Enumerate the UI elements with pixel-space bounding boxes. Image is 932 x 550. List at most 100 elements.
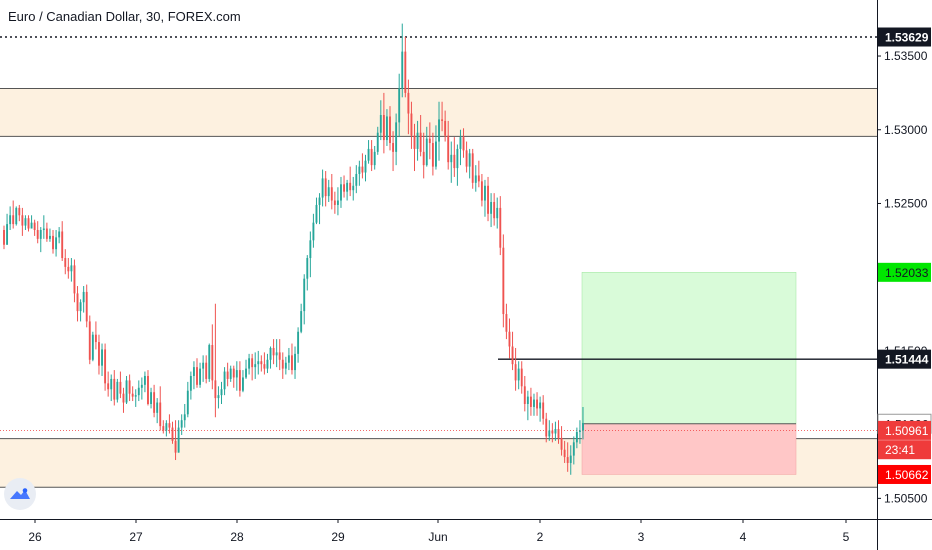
candle-body bbox=[79, 302, 82, 312]
candle-body bbox=[168, 423, 171, 428]
candle-body bbox=[315, 204, 318, 223]
candle-body bbox=[183, 414, 186, 421]
x-tick-label: Jun bbox=[428, 530, 447, 544]
price-label-text: 1.51444 bbox=[885, 353, 929, 367]
candle-body bbox=[572, 442, 575, 456]
candle-body bbox=[55, 237, 58, 250]
candle-body bbox=[232, 368, 235, 378]
candle-body bbox=[76, 293, 79, 312]
candle-body bbox=[404, 51, 407, 93]
labels-layer: 1.536291.520331.514441.510061.5096123:41… bbox=[877, 27, 932, 484]
x-tick-label: 26 bbox=[28, 530, 42, 544]
candle-body bbox=[12, 215, 15, 225]
candle-body bbox=[441, 119, 444, 121]
candle-body bbox=[67, 266, 70, 272]
candle-body bbox=[496, 207, 499, 219]
candle-body bbox=[318, 197, 321, 205]
candle-body bbox=[272, 347, 275, 356]
candle-body bbox=[6, 224, 9, 245]
candle-body bbox=[61, 231, 64, 259]
candle-body bbox=[560, 437, 563, 450]
x-tick-label: 2 bbox=[537, 530, 544, 544]
candle-body bbox=[526, 396, 529, 404]
candle-body bbox=[101, 349, 103, 366]
candle-body bbox=[505, 314, 508, 332]
candle-body bbox=[413, 135, 416, 149]
x-tick-label: 28 bbox=[230, 530, 244, 544]
candle-body bbox=[171, 427, 174, 441]
candle-body bbox=[480, 181, 483, 201]
candle-body bbox=[107, 383, 110, 390]
candle-body bbox=[462, 137, 465, 151]
candle-body bbox=[401, 51, 404, 89]
candle-body bbox=[58, 231, 61, 238]
candle-body bbox=[284, 362, 287, 369]
candle-body bbox=[545, 418, 548, 437]
candle-body bbox=[563, 449, 566, 458]
candle-body bbox=[177, 427, 180, 453]
price-label-target bbox=[878, 262, 931, 282]
price-label-text: 1.50961 bbox=[885, 424, 929, 438]
candle-body bbox=[128, 380, 131, 394]
candle-body bbox=[226, 371, 229, 379]
price-label-horizontal-line bbox=[878, 349, 931, 369]
candle-body bbox=[220, 389, 223, 396]
candle-body bbox=[94, 334, 97, 343]
candle-body bbox=[134, 395, 137, 397]
price-label-current-price bbox=[878, 420, 931, 440]
candle-body bbox=[196, 367, 198, 385]
candle-body bbox=[214, 380, 217, 399]
candle-body bbox=[199, 368, 202, 385]
candle-body bbox=[376, 132, 379, 152]
candle-body bbox=[266, 359, 269, 369]
candle-body bbox=[248, 358, 251, 369]
candle-body bbox=[82, 291, 85, 303]
candle-body bbox=[223, 371, 226, 390]
candle-body bbox=[291, 355, 293, 371]
candles-layer bbox=[3, 23, 584, 475]
candle-body bbox=[575, 432, 578, 443]
candle-body bbox=[174, 440, 177, 453]
candle-body bbox=[275, 352, 278, 356]
candle-body bbox=[379, 115, 382, 133]
y-tick-label: 1.53500 bbox=[884, 49, 928, 63]
candle-body bbox=[364, 160, 367, 173]
candle-body bbox=[542, 402, 545, 419]
candle-body bbox=[211, 345, 214, 381]
candle-body bbox=[557, 429, 560, 438]
lines-layer bbox=[0, 36, 877, 431]
tradingview-logo-icon[interactable] bbox=[4, 478, 36, 510]
candle-body bbox=[484, 185, 486, 201]
candle-body bbox=[269, 347, 272, 360]
candle-body bbox=[91, 334, 94, 360]
candle-body bbox=[156, 402, 159, 413]
price-label-text: 1.53629 bbox=[885, 31, 929, 45]
y-tick-label: 1.53000 bbox=[884, 123, 928, 137]
candle-body bbox=[30, 222, 33, 229]
candle-body bbox=[263, 364, 266, 369]
candle-body bbox=[385, 116, 388, 141]
price-label-stop bbox=[878, 464, 931, 484]
candle-body bbox=[24, 218, 27, 226]
candle-body bbox=[150, 392, 152, 404]
y-tick-label: 1.52500 bbox=[884, 196, 928, 210]
x-tick-label: 29 bbox=[331, 530, 345, 544]
price-label-dotted-line bbox=[878, 27, 931, 47]
candle-body bbox=[551, 430, 554, 434]
candle-body bbox=[257, 361, 260, 365]
candle-body bbox=[502, 247, 505, 315]
candle-body bbox=[189, 375, 192, 391]
x-tick-label: 5 bbox=[843, 530, 850, 544]
candle-body bbox=[9, 215, 12, 225]
candle-body bbox=[459, 137, 462, 149]
candle-body bbox=[539, 402, 542, 409]
candle-body bbox=[382, 115, 385, 141]
price-label-countdown bbox=[878, 440, 931, 460]
candle-body bbox=[3, 230, 5, 245]
candle-body bbox=[373, 151, 376, 166]
candle-body bbox=[303, 278, 306, 312]
candle-body bbox=[321, 178, 324, 198]
candle-body bbox=[217, 395, 220, 399]
candle-body bbox=[312, 222, 315, 241]
